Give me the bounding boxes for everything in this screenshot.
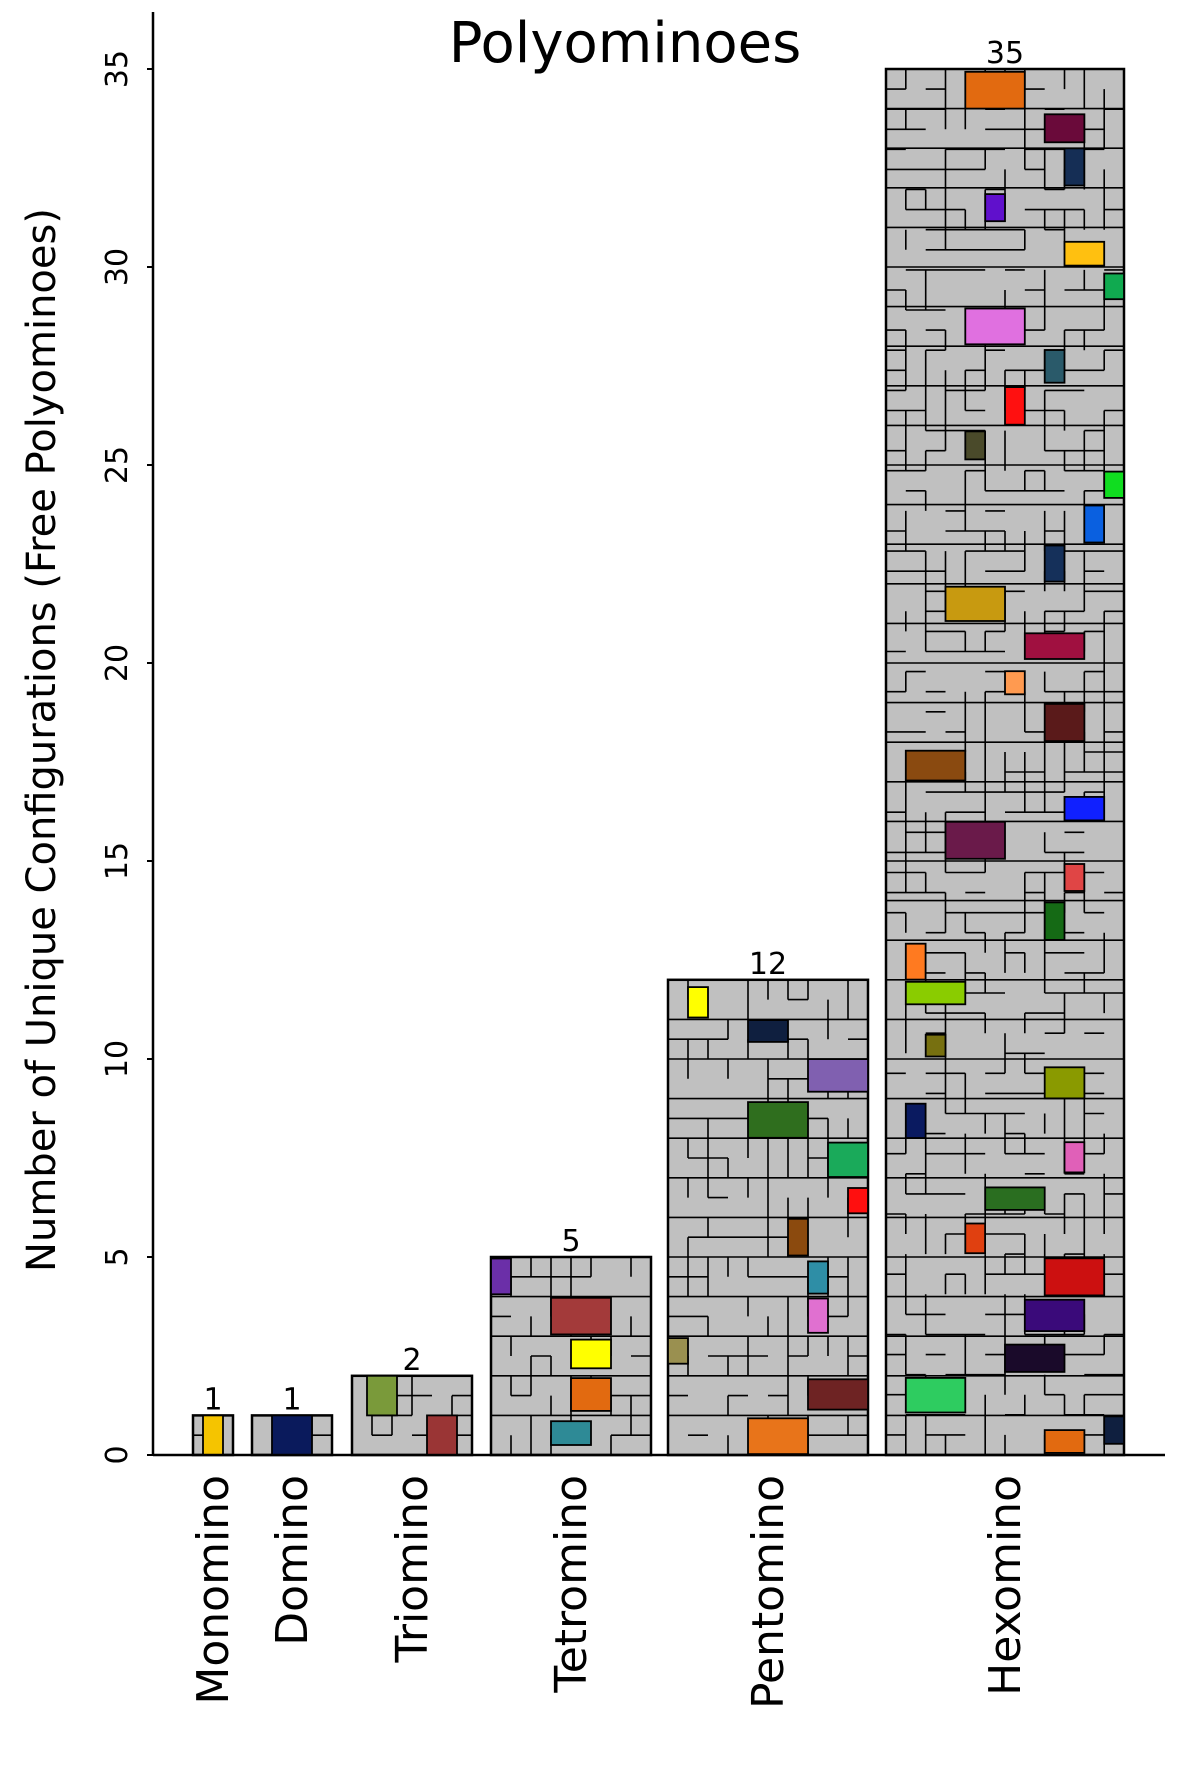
data-label-tetromino: 5 — [561, 1224, 580, 1259]
polyomino-piece-hexomino — [964, 1222, 986, 1255]
y-axis-label: Number of Unique Configurations (Free Po… — [19, 208, 65, 1272]
polyomino-piece-hexomino — [944, 820, 1006, 860]
y-tick-label: 20 — [100, 644, 135, 682]
polyomino-piece-tetromino — [570, 1377, 612, 1412]
polyomino-piece-hexomino — [904, 980, 967, 1006]
polyomino-piece-pentomino — [807, 1297, 829, 1334]
polyomino-piece-hexomino — [904, 1102, 927, 1139]
bar-group-hexomino — [884, 67, 1126, 1457]
data-label-hexomino: 35 — [986, 36, 1024, 71]
polyomino-piece-hexomino — [1043, 901, 1066, 941]
polyomino-piece-hexomino — [1043, 113, 1086, 144]
polyomino-piece-hexomino — [1004, 1343, 1066, 1373]
polyomino-piece-hexomino — [1043, 1429, 1086, 1454]
polyomino-piece-hexomino — [964, 307, 1026, 346]
bar-group-monomino — [191, 1414, 235, 1457]
chart-title: Polyominoes — [449, 11, 802, 76]
polyomino-piece-hexomino — [1043, 1066, 1086, 1100]
bar-group-pentomino — [666, 978, 870, 1457]
polyomino-piece-pentomino — [687, 986, 709, 1019]
polyomino-piece-hexomino — [964, 70, 1026, 110]
polyomino-piece-hexomino — [924, 1033, 947, 1058]
polyomino-piece-monomino — [202, 1414, 224, 1456]
x-tick-label-pentomino: Pentomino — [743, 1475, 794, 1709]
polyomino-piece-tetromino — [570, 1338, 612, 1370]
y-tick-label: 0 — [100, 1445, 135, 1464]
polyomino-piece-hexomino — [1004, 670, 1026, 696]
polyomino-piece-pentomino — [807, 1378, 869, 1411]
axes-layer: Monomino Domino Triomino Tetromino Pentomino… — [100, 12, 1165, 1709]
polyomino-piece-pentomino — [807, 1260, 829, 1295]
polyomino-piece-hexomino — [1043, 1257, 1106, 1297]
polyomino-piece-hexomino — [1063, 147, 1086, 187]
polyomino-piece-hexomino — [904, 1377, 967, 1414]
y-tick-label: 25 — [100, 446, 135, 484]
polyomino-piece-hexomino — [1063, 1141, 1086, 1174]
polyomino-piece-hexomino — [904, 749, 967, 782]
x-tick-label-monomino: Monomino — [188, 1475, 239, 1705]
y-tick-label: 15 — [100, 842, 135, 880]
x-tick-label-hexomino: Hexomino — [980, 1475, 1031, 1696]
polyomino-piece-hexomino — [1063, 796, 1106, 822]
polyomino-piece-pentomino — [827, 1141, 869, 1178]
y-tick-label: 5 — [100, 1247, 135, 1266]
polyomino-piece-pentomino — [747, 1019, 789, 1043]
polyomino-piece-pentomino — [747, 1417, 809, 1456]
x-tick-label-triomino: Triomino — [387, 1475, 438, 1664]
polyomino-piece-hexomino — [984, 193, 1006, 223]
bar-group-tetromino — [489, 1255, 653, 1457]
data-label-monomino: 1 — [203, 1382, 222, 1417]
data-label-triomino: 2 — [402, 1343, 421, 1378]
y-tick-label: 10 — [100, 1040, 135, 1078]
polyomino-piece-pentomino — [747, 1101, 809, 1139]
polyomino-piece-hexomino — [1083, 504, 1106, 544]
polyomino-piece-triomino — [426, 1414, 458, 1456]
x-tick-label-tetromino: Tetromino — [546, 1475, 597, 1694]
polyomino-piece-hexomino — [1103, 470, 1125, 499]
y-tick-label: 35 — [100, 50, 135, 88]
bar-group-domino — [250, 1414, 334, 1457]
polyomino-piece-pentomino — [787, 1217, 809, 1257]
polyomino-piece-hexomino — [984, 1186, 1046, 1211]
data-label-pentomino: 12 — [749, 947, 787, 982]
polyomino-piece-hexomino — [1043, 349, 1066, 384]
polyomino-piece-hexomino — [1023, 1298, 1086, 1332]
polyomino-piece-hexomino — [1023, 632, 1086, 660]
polyomino-piece-tetromino — [490, 1257, 512, 1296]
polyomino-piece-pentomino — [667, 1337, 689, 1365]
polyomino-piece-hexomino — [964, 430, 986, 461]
polyomino-piece-hexomino — [1063, 863, 1086, 892]
polyomino-piece-hexomino — [944, 585, 1006, 622]
polyomino-piece-pentomino — [847, 1187, 869, 1215]
polyomino-piece-hexomino — [1004, 386, 1026, 426]
polyomino-piece-pentomino — [807, 1058, 869, 1093]
polyomino-piece-hexomino — [904, 942, 927, 981]
polyomino-piece-hexomino — [1103, 1415, 1125, 1445]
polyomino-piece-tetromino — [550, 1420, 592, 1446]
polyomino-piece-hexomino — [1103, 272, 1125, 301]
polyomino-piece-tetromino — [550, 1296, 612, 1336]
polyomino-piece-hexomino — [1043, 544, 1066, 583]
polyomino-piece-triomino — [366, 1374, 398, 1417]
bar-group-triomino — [350, 1374, 474, 1457]
x-tick-label-domino: Domino — [267, 1475, 318, 1646]
polyomino-piece-hexomino — [1063, 240, 1106, 267]
polyomino-piece-domino — [271, 1414, 313, 1456]
data-label-domino: 1 — [282, 1382, 301, 1417]
y-tick-label: 30 — [100, 248, 135, 286]
polyomino-piece-hexomino — [1043, 703, 1086, 743]
